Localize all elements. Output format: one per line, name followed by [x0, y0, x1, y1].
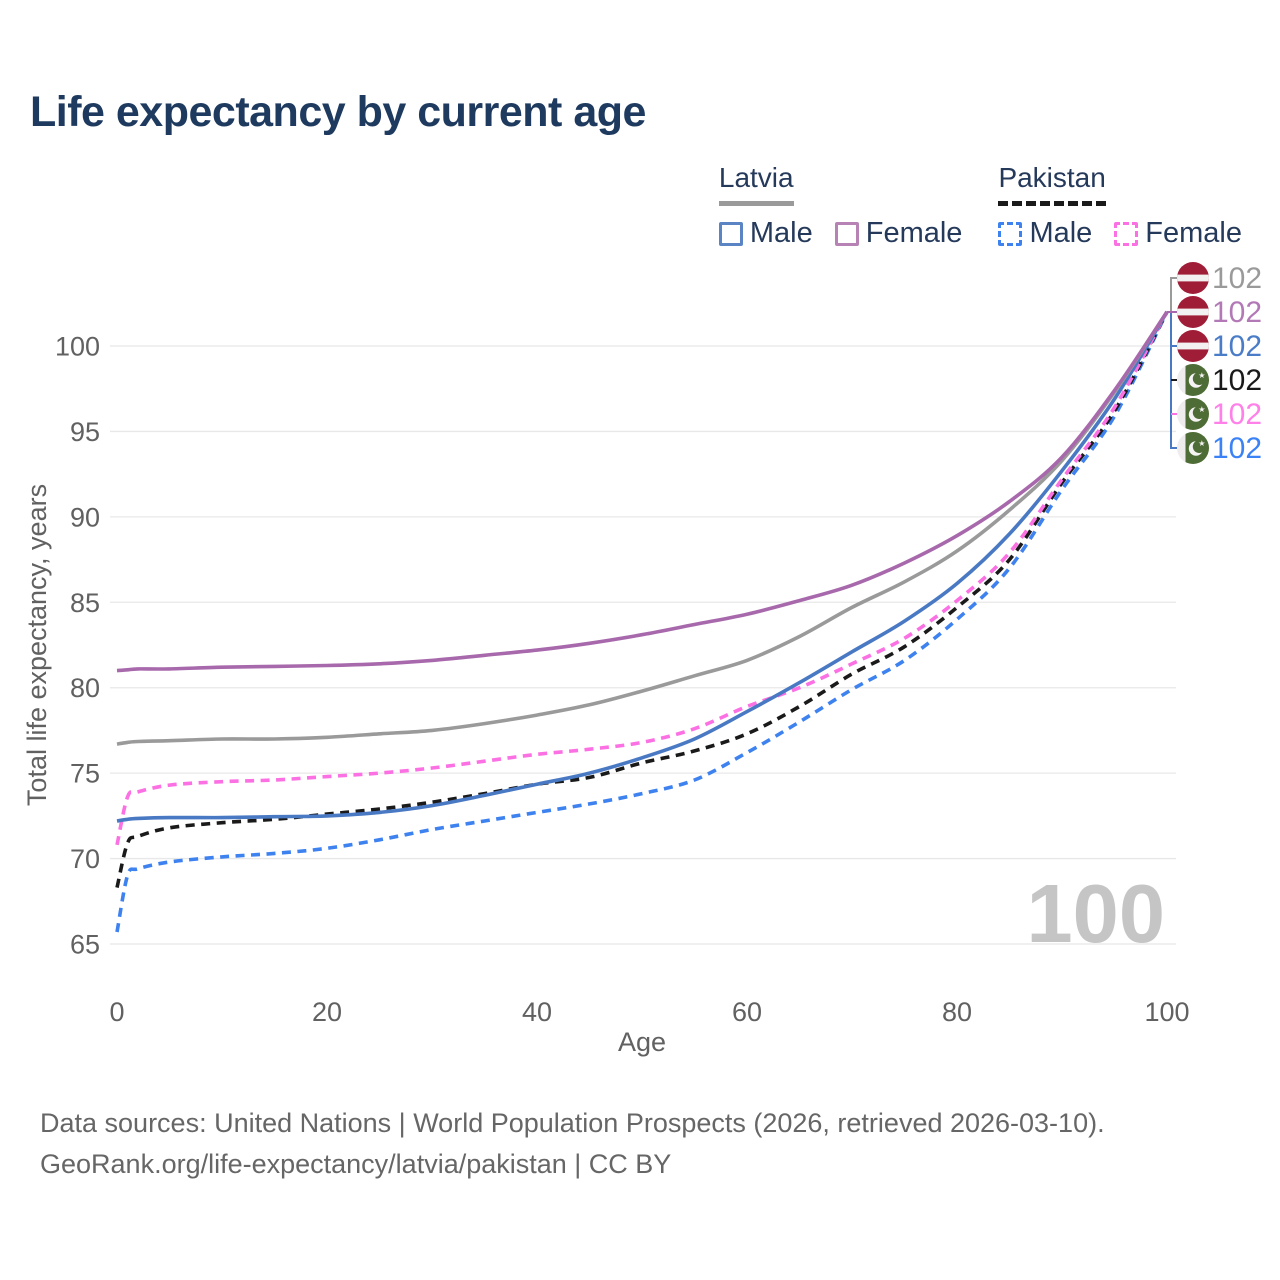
flag-icon-pakistan: ★: [1177, 364, 1209, 396]
flag-icon-latvia: [1177, 262, 1209, 294]
footer-source-line: Data sources: United Nations | World Pop…: [40, 1108, 1105, 1138]
series-line-pakistan-male: [115, 310, 1169, 933]
flag-icon-pakistan: ★: [1177, 432, 1209, 464]
legend-item-latvia-male[interactable]: Male: [718, 217, 813, 250]
series-line-latvia-male: [116, 310, 1169, 823]
y-tick-label: 90: [70, 502, 100, 532]
end-value-label-pakistan-female: 102: [1212, 398, 1262, 431]
x-axis-ticks: 0 20 40 60 80 100: [109, 997, 1189, 1027]
legend-group-latvia: Latvia Male Female: [718, 162, 963, 250]
legend-swatch-pakistan-male: [998, 221, 1023, 246]
legend-item-pakistan-female[interactable]: Female: [1114, 217, 1242, 250]
legend-label-pakistan-male: Male: [1029, 217, 1093, 249]
age-watermark: 100: [1027, 867, 1165, 960]
legend-swatch-latvia-female: [834, 221, 859, 246]
series-line-latvia-total: [116, 310, 1169, 746]
chart-legend: Latvia Male Female Pakistan Male: [718, 162, 1242, 250]
series-lines: [115, 310, 1169, 933]
legend-group-pakistan: Pakistan Male Female: [998, 162, 1242, 250]
legend-label-latvia-male: Male: [749, 217, 813, 249]
y-axis-ticks: 65 70 75 80 85 90 95 100: [55, 332, 100, 960]
footer-link-line: GeoRank.org/life-expectancy/latvia/pakis…: [40, 1149, 672, 1179]
y-tick-label: 95: [70, 417, 100, 447]
x-tick-label: 80: [942, 997, 972, 1027]
end-value-label-latvia-total: 102: [1212, 262, 1262, 295]
x-tick-label: 60: [732, 997, 762, 1027]
y-tick-label: 70: [70, 844, 100, 874]
legend-swatch-latvia-male: [718, 221, 743, 246]
series-line-latvia-female: [116, 310, 1169, 673]
legend-item-pakistan-male[interactable]: Male: [998, 217, 1092, 250]
leader-line-latvia-total: [1167, 277, 1177, 313]
legend-country-pakistan[interactable]: Pakistan: [998, 162, 1106, 206]
legend-swatch-pakistan-female: [1114, 221, 1139, 246]
x-axis-title: Age: [618, 1027, 666, 1057]
page-title: Life expectancy by current age: [30, 88, 646, 136]
x-tick-label: 20: [312, 997, 342, 1027]
y-axis-title: Total life expectancy, years: [22, 484, 52, 806]
end-value-label-latvia-male: 102: [1212, 330, 1262, 363]
y-tick-label: 75: [70, 759, 100, 789]
x-tick-label: 100: [1144, 997, 1189, 1027]
leader-line-pakistan-male: [1170, 313, 1177, 449]
x-tick-label: 0: [109, 997, 124, 1027]
flag-icon-pakistan: ★: [1177, 398, 1209, 430]
legend-item-latvia-female[interactable]: Female: [834, 217, 963, 250]
end-label-leader-lines: [1167, 277, 1177, 449]
y-tick-label: 100: [55, 332, 100, 362]
footer: Data sources: United Nations | World Pop…: [40, 1103, 1105, 1185]
end-value-label-latvia-female: 102: [1212, 296, 1262, 329]
legend-label-pakistan-female: Female: [1145, 217, 1242, 249]
x-tick-label: 40: [522, 997, 552, 1027]
legend-country-latvia[interactable]: Latvia: [718, 162, 794, 206]
y-tick-label: 80: [70, 673, 100, 703]
svg-text:★: ★: [1198, 371, 1205, 380]
end-value-label-pakistan-total: 102: [1212, 364, 1262, 397]
gridlines: [110, 345, 1176, 945]
legend-label-latvia-female: Female: [865, 217, 963, 249]
flag-icon-latvia: [1177, 296, 1209, 328]
series-line-pakistan-total: [115, 310, 1169, 889]
series-line-pakistan-female: [115, 310, 1169, 846]
svg-text:★: ★: [1198, 439, 1205, 448]
y-tick-label: 85: [70, 588, 100, 618]
flag-icon-latvia: [1177, 330, 1209, 362]
y-tick-label: 65: [70, 930, 100, 960]
svg-text:★: ★: [1198, 405, 1205, 414]
end-value-label-pakistan-male: 102: [1212, 432, 1262, 465]
chart-canvas: 65 70 75 80 85 90 95 100 0 20 40 60 80 100 Total lif…: [22, 262, 1262, 1057]
